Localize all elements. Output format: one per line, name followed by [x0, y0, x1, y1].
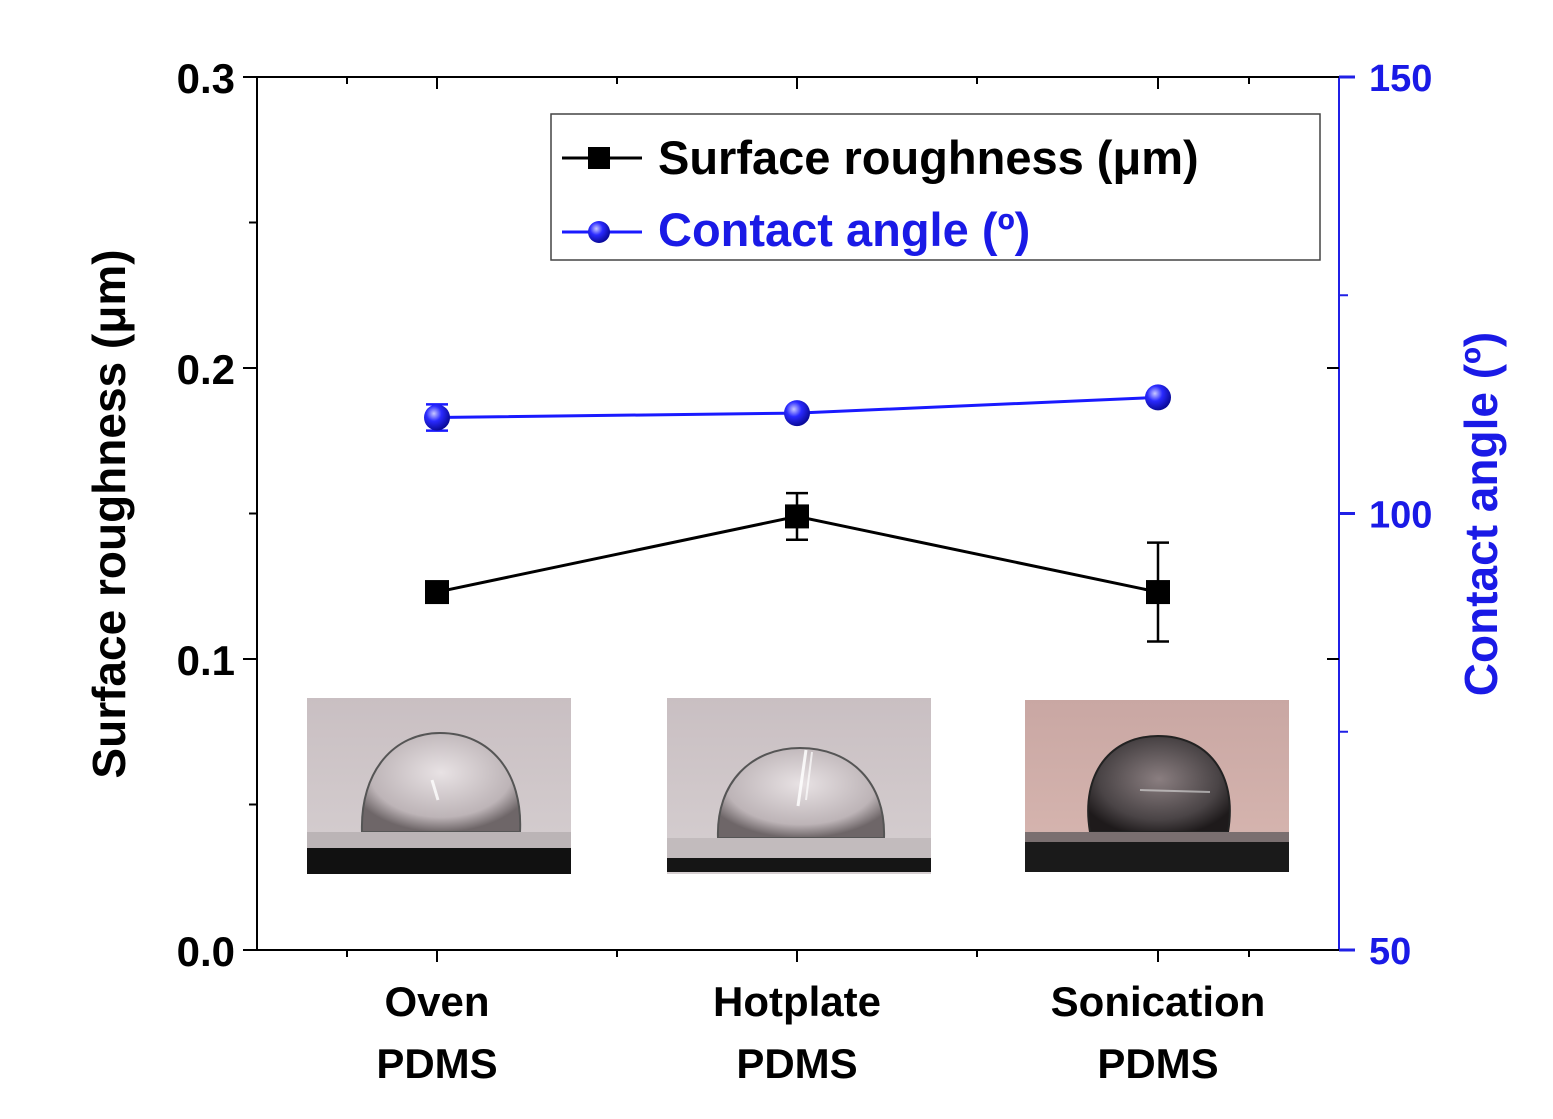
series-layer	[424, 384, 1171, 643]
left-tick-label: 0.0	[177, 928, 235, 975]
data-point	[424, 404, 450, 431]
right-tick-label: 50	[1369, 931, 1411, 973]
droplet-photo-oven	[307, 698, 571, 874]
legend-square-marker	[588, 147, 610, 169]
legend-box	[550, 113, 1321, 261]
droplet-photo-hotplate	[667, 698, 931, 874]
x-tick-label-line2: PDMS	[1097, 1040, 1218, 1087]
x-axis-ticks: Oven PDMS Hotplate PDMS Sonication PDMS	[346, 77, 1266, 1087]
left-axis-ticks: 0.0 0.1 0.2 0.3	[177, 55, 1339, 975]
x-tick-label-line2: PDMS	[736, 1040, 857, 1087]
droplet-photos	[307, 698, 1289, 874]
legend-item-contact-angle: Contact angle (º)	[562, 203, 1030, 256]
x-tick-label-line1: Hotplate	[713, 978, 881, 1025]
right-tick-label: 150	[1369, 58, 1432, 100]
right-axis-title: Contact angle (º)	[1455, 332, 1507, 696]
left-tick-label: 0.1	[177, 637, 235, 684]
right-axis-ticks: 50 100 150	[1339, 58, 1432, 973]
left-axis-title: Surface roughness (μm)	[83, 249, 135, 778]
data-point	[425, 580, 449, 605]
left-tick-label: 0.3	[177, 55, 235, 102]
series-contact-angle	[424, 384, 1171, 432]
data-point	[1145, 384, 1171, 411]
x-tick-label-line1: Oven	[384, 978, 489, 1025]
legend-label-contact-angle: Contact angle (º)	[658, 203, 1030, 256]
data-point	[1146, 580, 1170, 605]
legend-label-roughness: Surface roughness (μm)	[658, 131, 1199, 184]
legend-item-roughness: Surface roughness (μm)	[562, 131, 1199, 184]
legend-circle-marker	[588, 221, 610, 243]
x-tick-label-line2: PDMS	[376, 1040, 497, 1087]
legend: Surface roughness (μm) Contact angle (º)	[550, 113, 1321, 261]
data-point	[785, 504, 809, 529]
data-point	[784, 400, 810, 427]
series-surface-roughness	[425, 491, 1170, 643]
droplet-photo-sonication	[1025, 700, 1289, 872]
right-tick-label: 100	[1369, 495, 1432, 537]
left-tick-label: 0.2	[177, 346, 235, 393]
x-tick-label-line1: Sonication	[1051, 978, 1266, 1025]
